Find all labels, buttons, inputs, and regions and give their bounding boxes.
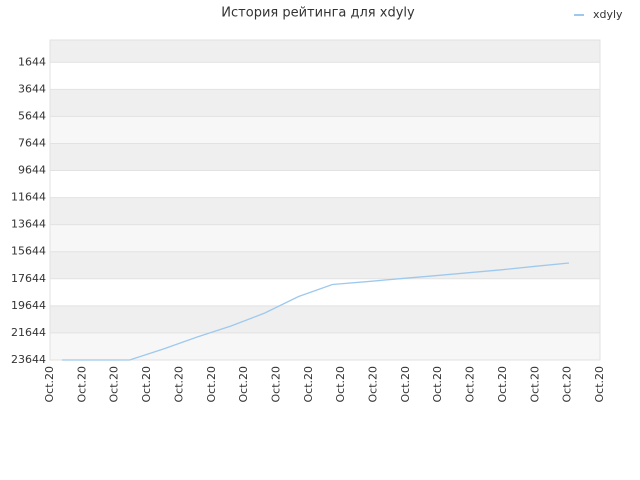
grid-band [50,305,600,333]
x-tick-label: Oct.20 [464,366,477,403]
legend-label: xdyly [593,8,623,21]
grid-band [50,89,600,117]
y-tick-label: 13644 [11,218,46,231]
x-tick-label: Oct.20 [43,366,56,403]
grid-band [50,251,600,279]
x-tick-label: Oct.20 [367,366,380,403]
y-tick-label: 11644 [11,191,46,204]
grid-band [50,170,600,198]
grid-band [50,143,600,171]
grid-band [50,224,600,252]
y-tick-label: 23644 [11,353,46,366]
y-tick-label: 19644 [11,299,46,312]
grid-band [50,40,600,63]
y-tick-label: 15644 [11,245,46,258]
y-tick-label: 21644 [11,326,46,339]
grid-band [50,332,600,360]
x-tick-label: Oct.20 [593,366,606,403]
x-tick-label: Oct.20 [561,366,574,403]
x-tick-label: Oct.20 [140,366,153,403]
x-tick-label: Oct.20 [108,366,121,403]
x-tick-label: Oct.20 [172,366,185,403]
x-tick-label: Oct.20 [334,366,347,403]
y-tick-label: 7644 [18,136,46,149]
x-tick-label: Oct.20 [399,366,412,403]
grid-band [50,197,600,225]
chart-title: История рейтинга для xdyly [221,6,415,21]
series-line [62,262,570,361]
x-tick-label: Oct.20 [269,366,282,403]
grid-band [50,62,600,90]
x-tick-label: Oct.20 [75,366,88,403]
y-tick-label: 3644 [18,82,46,95]
x-tick-label: Oct.20 [205,366,218,403]
y-tick-label: 9644 [18,164,46,177]
grid-band [50,278,600,306]
x-tick-label: Oct.20 [528,366,541,403]
x-tick-label: Oct.20 [237,366,250,403]
x-tick-label: Oct.20 [496,366,509,403]
x-tick-label: Oct.20 [431,366,444,403]
y-tick-label: 1644 [18,55,46,68]
y-tick-label: 17644 [11,272,46,285]
x-tick-label: Oct.20 [302,366,315,403]
grid-band [50,116,600,144]
y-tick-label: 5644 [18,109,46,122]
